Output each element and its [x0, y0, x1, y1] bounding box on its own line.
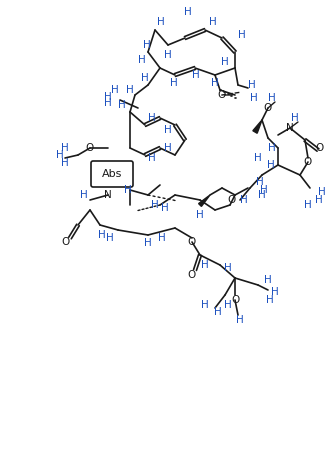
- Text: H: H: [141, 73, 149, 83]
- Text: H: H: [267, 160, 275, 170]
- Text: H: H: [157, 17, 165, 27]
- Text: H: H: [164, 50, 172, 60]
- Text: H: H: [238, 30, 246, 40]
- Text: H: H: [211, 78, 219, 88]
- Text: H: H: [164, 143, 172, 153]
- Text: H: H: [250, 93, 258, 103]
- Text: H: H: [124, 185, 132, 195]
- Text: O: O: [61, 237, 69, 247]
- Text: O: O: [188, 270, 196, 280]
- Text: H: H: [126, 85, 134, 95]
- Text: H: H: [268, 143, 276, 153]
- Text: H: H: [148, 113, 156, 123]
- Text: H: H: [318, 187, 326, 197]
- Text: N: N: [104, 190, 112, 200]
- Text: H: H: [196, 210, 204, 220]
- Text: O: O: [316, 143, 324, 153]
- Text: H: H: [214, 307, 222, 317]
- Text: H: H: [80, 190, 88, 200]
- Text: O: O: [264, 103, 272, 113]
- Text: H: H: [61, 158, 69, 168]
- Polygon shape: [199, 195, 210, 206]
- Text: H: H: [158, 233, 166, 243]
- FancyBboxPatch shape: [91, 161, 133, 187]
- Text: H: H: [209, 17, 217, 27]
- Text: Abs: Abs: [102, 169, 122, 179]
- Text: O: O: [231, 295, 239, 305]
- Text: H: H: [104, 92, 112, 102]
- Text: O: O: [218, 90, 226, 100]
- Text: H: H: [148, 153, 156, 163]
- Text: H: H: [118, 100, 126, 110]
- Text: H: H: [151, 200, 159, 210]
- Text: H: H: [138, 55, 146, 65]
- Text: H: H: [315, 195, 323, 205]
- Text: H: H: [61, 143, 69, 153]
- Text: H: H: [264, 275, 272, 285]
- Text: H: H: [170, 78, 178, 88]
- Text: N: N: [286, 123, 294, 133]
- Text: O: O: [304, 157, 312, 167]
- Text: H: H: [271, 287, 279, 297]
- Text: O: O: [86, 143, 94, 153]
- Text: H: H: [291, 113, 299, 123]
- Text: H: H: [240, 195, 248, 205]
- Text: O: O: [188, 237, 196, 247]
- Text: H: H: [258, 190, 266, 200]
- Text: H: H: [224, 263, 232, 273]
- Text: H: H: [248, 80, 256, 90]
- Text: H: H: [56, 150, 64, 160]
- Text: H: H: [268, 93, 276, 103]
- Text: H: H: [260, 185, 268, 195]
- Text: H: H: [164, 125, 172, 135]
- Text: H: H: [143, 40, 151, 50]
- Text: H: H: [111, 85, 119, 95]
- Text: H: H: [144, 238, 152, 248]
- Text: H: H: [106, 233, 114, 243]
- Polygon shape: [253, 120, 262, 133]
- Text: H: H: [221, 57, 229, 67]
- Text: H: H: [266, 295, 274, 305]
- Text: H: H: [201, 260, 209, 270]
- Text: H: H: [161, 203, 169, 213]
- Text: O: O: [228, 195, 236, 205]
- Text: H: H: [104, 98, 112, 108]
- Text: H: H: [254, 153, 262, 163]
- Text: H: H: [304, 200, 312, 210]
- Text: H: H: [201, 300, 209, 310]
- Text: H: H: [236, 315, 244, 325]
- Text: H: H: [184, 7, 192, 17]
- Text: H: H: [256, 177, 264, 187]
- Text: H: H: [224, 300, 232, 310]
- Text: H: H: [192, 70, 200, 80]
- Text: H: H: [98, 230, 106, 240]
